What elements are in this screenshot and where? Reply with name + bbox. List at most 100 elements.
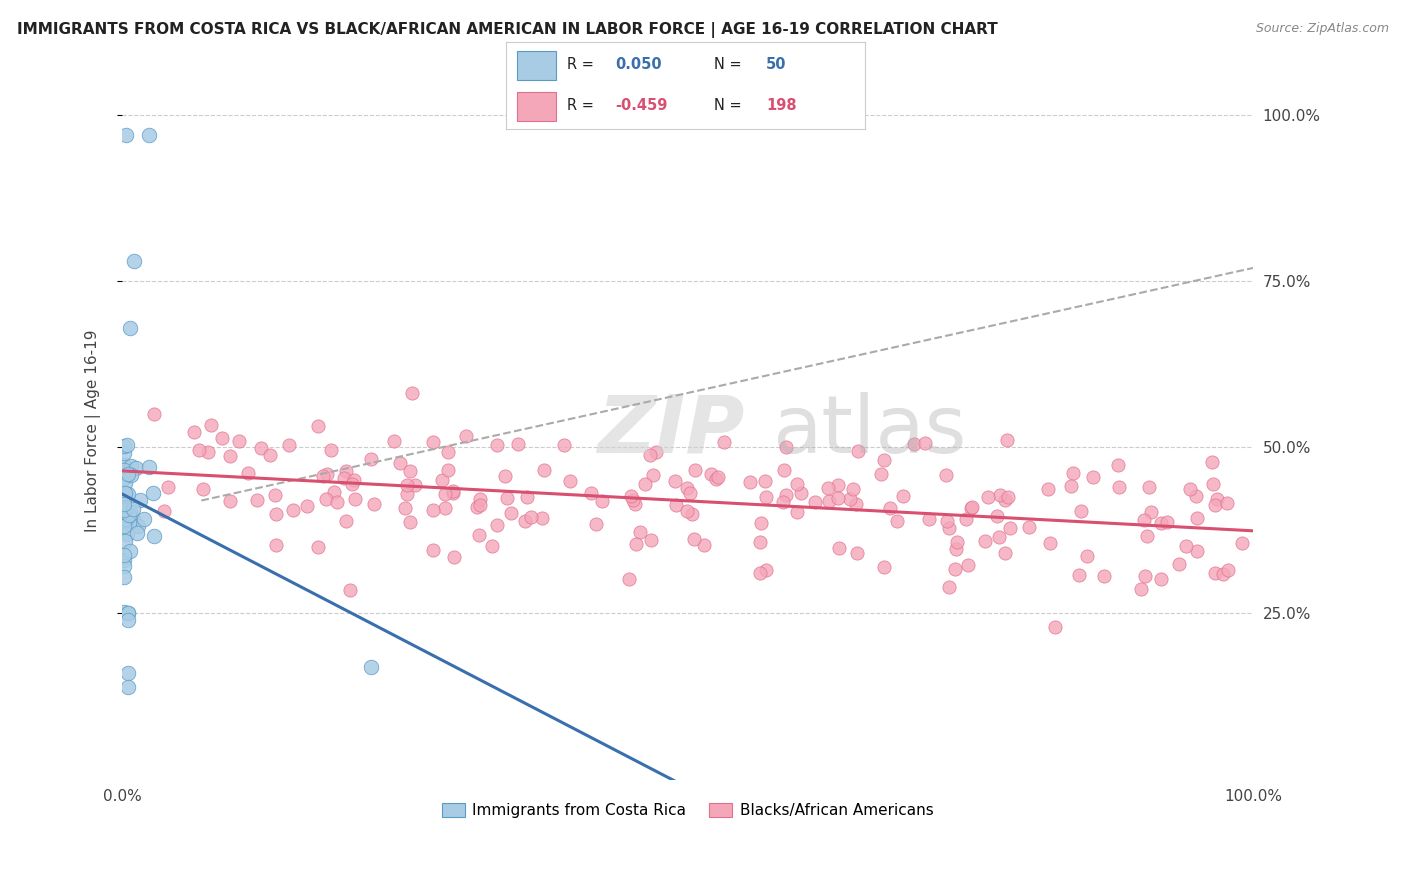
Point [117, 527, 139, 541]
Point [437, 462, 460, 476]
Point [114, 485, 136, 500]
Point [1187, 543, 1209, 558]
Point [772, 495, 794, 509]
Point [738, 475, 761, 489]
Point [238, 467, 260, 481]
Point [665, 498, 688, 512]
Point [399, 464, 422, 478]
Point [468, 499, 491, 513]
Point [842, 482, 865, 496]
Point [295, 499, 318, 513]
Point [1174, 539, 1197, 553]
Text: R =: R = [567, 98, 599, 113]
Point [755, 563, 778, 577]
Point [685, 463, 707, 477]
Point [120, 467, 142, 482]
Point [125, 525, 148, 540]
Point [117, 607, 139, 621]
Point [432, 473, 454, 487]
Point [713, 435, 735, 450]
Point [1039, 535, 1062, 549]
Point [775, 441, 797, 455]
Point [1132, 513, 1154, 527]
Point [1038, 483, 1060, 497]
Point [193, 483, 215, 497]
Point [533, 463, 555, 477]
Point [112, 553, 135, 567]
Point [828, 541, 851, 555]
Point [513, 514, 536, 528]
Point [873, 453, 896, 467]
Point [1204, 566, 1226, 580]
Point [117, 666, 139, 681]
Point [112, 497, 135, 511]
Point [117, 613, 139, 627]
Point [678, 486, 700, 500]
Point [395, 478, 418, 492]
Point [112, 503, 135, 517]
FancyBboxPatch shape [517, 51, 557, 79]
Point [960, 500, 983, 515]
Text: 0.050: 0.050 [616, 57, 662, 72]
Point [114, 475, 136, 490]
Point [120, 458, 142, 473]
Point [955, 511, 977, 525]
Point [422, 503, 444, 517]
Point [112, 486, 135, 500]
Point [643, 468, 665, 483]
Point [120, 505, 142, 519]
Point [617, 572, 640, 586]
Point [869, 467, 891, 482]
Point [389, 456, 412, 470]
Point [693, 538, 716, 552]
Point [112, 570, 135, 584]
Point [481, 539, 503, 553]
Point [676, 481, 699, 495]
Point [1184, 489, 1206, 503]
Point [132, 512, 155, 526]
Point [846, 444, 869, 458]
Point [246, 492, 269, 507]
Point [560, 474, 582, 488]
Point [1202, 477, 1225, 491]
Point [773, 463, 796, 477]
Point [683, 532, 706, 546]
Point [891, 489, 914, 503]
Point [112, 492, 135, 507]
Point [115, 512, 138, 526]
Point [115, 128, 138, 142]
Point [585, 516, 607, 531]
Point [506, 437, 529, 451]
Point [340, 476, 363, 491]
Point [988, 488, 1011, 502]
Point [114, 461, 136, 475]
Point [468, 528, 491, 542]
Point [1062, 467, 1084, 481]
Point [138, 128, 160, 142]
Point [775, 488, 797, 502]
Point [995, 434, 1018, 448]
Point [114, 533, 136, 548]
Point [1076, 549, 1098, 563]
Point [363, 497, 385, 511]
Text: 198: 198 [766, 98, 797, 113]
Point [1167, 557, 1189, 571]
Point [228, 434, 250, 449]
Point [197, 445, 219, 459]
Point [259, 448, 281, 462]
Text: atlas: atlas [772, 392, 967, 470]
Point [827, 491, 849, 505]
Point [838, 492, 860, 507]
Point [1230, 535, 1253, 549]
Point [468, 491, 491, 506]
Point [748, 535, 770, 549]
Point [1018, 520, 1040, 534]
Point [986, 508, 1008, 523]
Text: IMMIGRANTS FROM COSTA RICA VS BLACK/AFRICAN AMERICAN IN LABOR FORCE | AGE 16-19 : IMMIGRANTS FROM COSTA RICA VS BLACK/AFRI… [17, 22, 998, 38]
Point [754, 490, 776, 504]
Point [323, 485, 346, 500]
Point [117, 487, 139, 501]
FancyBboxPatch shape [517, 92, 557, 120]
Point [786, 506, 808, 520]
Point [946, 535, 969, 549]
